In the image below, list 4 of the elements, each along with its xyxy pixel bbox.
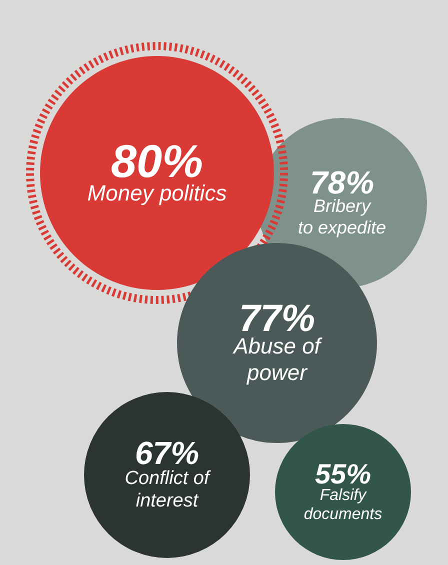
category-label: Falsify documents <box>304 486 382 524</box>
category-label: Money politics <box>87 180 227 206</box>
category-label: Abuse of power <box>232 334 324 386</box>
data-label: 55% <box>314 458 372 490</box>
